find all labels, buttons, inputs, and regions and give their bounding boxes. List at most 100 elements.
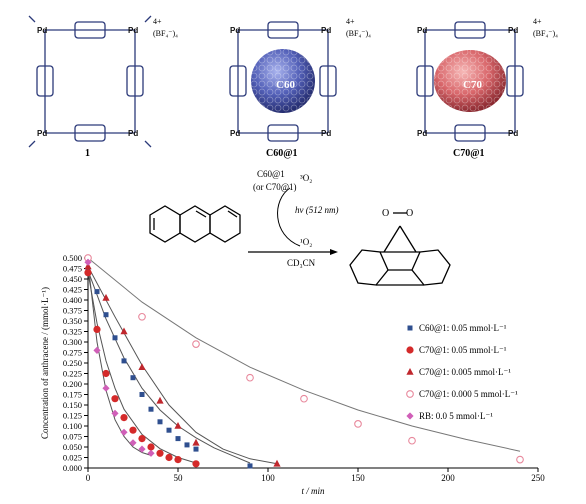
svg-text:Pd: Pd <box>508 129 518 138</box>
data-point <box>102 293 110 301</box>
data-point <box>192 340 200 348</box>
counterion-label: (BF₄⁻)₄ <box>153 29 178 38</box>
y-tick-label: 0.050 <box>63 442 82 452</box>
data-point <box>174 422 182 429</box>
data-point <box>354 420 362 428</box>
data-point <box>246 373 254 382</box>
data-point <box>84 258 92 266</box>
y-tick-label: 0.475 <box>63 264 82 274</box>
y-tick-label: 0.025 <box>63 453 82 463</box>
svg-text:Pd: Pd <box>230 26 240 35</box>
fit-curve <box>87 257 521 452</box>
data-point <box>138 363 146 370</box>
legend-marker <box>406 390 414 398</box>
data-point <box>147 443 155 451</box>
svg-text:Pd: Pd <box>321 129 331 138</box>
structure-caption: C60@1 <box>266 148 298 159</box>
y-tick-label: 0.075 <box>63 432 82 442</box>
oxygen-atom-label: O <box>406 208 413 219</box>
data-point <box>192 460 200 468</box>
data-point <box>138 445 146 453</box>
x-tick-label: 150 <box>351 473 365 483</box>
data-point <box>148 406 154 412</box>
counterion-label: (BF₄⁻)₄ <box>346 29 371 38</box>
legend-label: C70@1: 0.05 mmol·L⁻¹ <box>419 345 507 355</box>
x-tick-label: 100 <box>261 473 275 483</box>
y-tick-label: 0.125 <box>63 411 82 421</box>
x-tick-label: 0 <box>86 473 91 483</box>
data-point <box>174 456 182 464</box>
data-point <box>102 384 110 392</box>
x-tick-label: 200 <box>441 473 455 483</box>
reaction-scheme: C60@1 (or C70@1) ³O₂ hν (512 nm) ¹O₂ CD₃… <box>149 169 451 286</box>
oxygen-atom-label: O <box>382 208 389 219</box>
fit-curve <box>87 270 251 464</box>
y-tick-label: 0.000 <box>63 463 82 473</box>
pd-label: Pd <box>128 26 138 35</box>
data-point <box>102 369 110 378</box>
x-tick-label: 50 <box>174 473 184 483</box>
light-label: hν (512 nm) <box>295 205 339 215</box>
legend: C60@1: 0.05 mmol·L⁻¹ C70@1: 0.05 mmol·L⁻¹… <box>406 323 518 421</box>
fit-lines <box>87 257 521 465</box>
endoperoxide-structure <box>349 212 451 286</box>
y-tick-label: 0.100 <box>63 421 82 431</box>
legend-marker <box>406 412 414 420</box>
x-tick-label: 250 <box>531 473 545 483</box>
y-tick-label: 0.300 <box>63 337 82 347</box>
catalyst-label: C60@1 <box>257 169 285 179</box>
data-point <box>156 449 164 457</box>
data-point <box>156 396 164 404</box>
y-tick-label: 0.225 <box>63 369 82 379</box>
legend-label: C70@1: 0.005 mmol·L⁻¹ <box>419 367 511 377</box>
structure-caption: C70@1 <box>453 148 485 159</box>
y-tick-label: 0.275 <box>63 348 82 358</box>
data-point <box>121 358 127 364</box>
data-markers <box>84 254 524 469</box>
structure-c70-cage: C70 Pd Pd Pd Pd 4+ (BF₄⁻)₄ C70@1 <box>416 17 558 159</box>
fit-curve <box>87 272 197 464</box>
data-point <box>139 392 145 397</box>
data-point <box>273 459 281 467</box>
y-tick-label: 0.450 <box>63 274 82 284</box>
solvent-label: CD₃CN <box>287 258 316 268</box>
x-ticks: 0 50 100 150 200 250 <box>86 468 545 483</box>
y-tick-label: 0.425 <box>63 285 82 295</box>
data-point <box>93 325 101 333</box>
svg-text:Pd: Pd <box>417 129 427 138</box>
y-tick-label: 0.150 <box>63 400 82 410</box>
data-point <box>129 426 137 434</box>
singlet-oxygen-label: ¹O₂ <box>300 237 312 247</box>
data-point <box>147 449 155 457</box>
data-point <box>120 414 128 422</box>
kinetics-chart: 0 50 100 150 200 250 0.0000.0250.0500.0750.10… <box>40 253 545 496</box>
data-point <box>129 439 137 447</box>
guest-label: C60 <box>276 79 295 91</box>
y-tick-label: 0.200 <box>63 379 82 389</box>
data-point <box>165 453 173 462</box>
data-point <box>408 436 416 445</box>
charge-label: 4+ <box>346 17 355 26</box>
data-point <box>166 427 172 433</box>
y-tick-label: 0.500 <box>63 253 82 263</box>
data-point <box>247 463 253 469</box>
legend-marker <box>407 325 413 331</box>
data-point <box>112 335 118 341</box>
legend-marker <box>406 346 414 354</box>
charge-label: 4+ <box>153 17 162 26</box>
structure-cage-1: Pd Pd Pd Pd 4+ (BF₄⁻)₄ 1 <box>28 15 178 159</box>
data-point <box>300 394 308 403</box>
legend-marker <box>406 368 414 375</box>
data-point <box>184 442 190 448</box>
data-point <box>120 428 128 436</box>
svg-text:Pd: Pd <box>230 129 240 138</box>
y-axis-label: Concentration of anthracene / (mmol·L⁻¹) <box>40 287 50 439</box>
svg-text:Pd: Pd <box>417 26 427 35</box>
y-ticks: 0.0000.0250.0500.0750.1000.1250.1500.175… <box>63 253 88 473</box>
data-point <box>94 289 100 295</box>
y-tick-label: 0.250 <box>63 358 82 368</box>
data-point <box>103 312 109 318</box>
structure-c60-cage: C60 Pd Pd Pd Pd 4+ (BF₄⁻)₄ C60@1 <box>229 17 371 159</box>
pd-label: Pd <box>37 26 47 35</box>
